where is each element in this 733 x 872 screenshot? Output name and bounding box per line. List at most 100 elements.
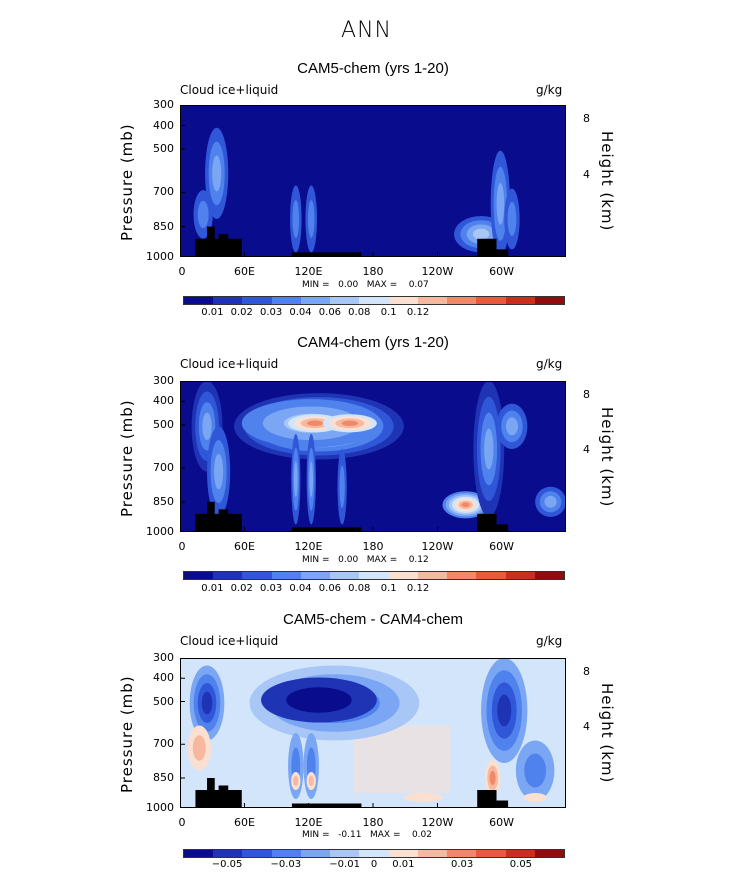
panel-1-field-plot: [180, 105, 566, 257]
panel-3-colorbar-swatch: [417, 850, 448, 857]
panel-1-colorbar-label: 0.02: [230, 307, 253, 318]
panel-3-ytick: 500: [153, 694, 174, 708]
panel-1-contour-2-1: [292, 200, 300, 238]
panel-2-colorbar-swatch: [300, 572, 331, 579]
panel-1-ylabel-right: Height (km): [598, 131, 616, 232]
panel-2-title: CAM4-chem (yrs 1-20): [297, 334, 449, 351]
panel-3-xtick: 180: [362, 816, 384, 829]
panel-2-ytick: 300: [153, 374, 174, 387]
panel-2-colorbar-swatch: [505, 572, 535, 579]
panel-3-colorbar-label: 0.01: [392, 859, 415, 870]
panel-2-field-plot: [180, 381, 566, 532]
panel-3-colorbar-label: 0: [370, 859, 378, 870]
panel-1-colorbar-swatch: [300, 297, 331, 304]
panel-2-colorbar-label: 0.02: [230, 583, 253, 594]
panel-3-xtick: 0: [178, 816, 186, 829]
panel-3-ytick: 300: [153, 651, 174, 664]
panel-1-colorbar-label: 0.1: [380, 307, 397, 318]
panel-2-colorbar-swatch: [447, 572, 477, 579]
panel-3-contour-2-3: [201, 691, 213, 715]
panel-3-colorbar-swatch: [330, 850, 360, 857]
panel-1-colorbar-label: 0.03: [260, 307, 283, 318]
panel-3-contour-4-1: [524, 753, 547, 788]
panel-2-ytick: 850: [153, 494, 174, 508]
panel-1-ytick: 1000: [146, 250, 174, 263]
panel-2-colorbar-label: 0.06: [318, 583, 342, 594]
panel-2-xtick: 0: [178, 540, 186, 553]
panel-3-terrain-4: [477, 790, 497, 808]
panel-1-terrain-5: [492, 249, 509, 257]
panel-3-contour-1-1: [286, 687, 352, 713]
panel-2-contour-9-2: [544, 495, 557, 508]
panel-3-colorbar-swatch: [447, 850, 477, 857]
panel-2-colorbar-label: 0.01: [201, 583, 224, 594]
panel-2-ytick: 1000: [146, 525, 174, 538]
panel-2-contour-7-3: [484, 428, 494, 470]
panel-2-ylabel-right: Height (km): [598, 406, 616, 507]
panel-1-colorbar-swatch: [184, 297, 214, 304]
panel-1-colorbar-swatch: [417, 297, 448, 304]
panel-2-ytick-right: 8: [583, 387, 590, 401]
panel-1-contour-5-2: [496, 182, 505, 225]
panel-2-terrain-5: [492, 524, 509, 532]
panel-1-xtick: 120W: [421, 265, 454, 278]
panel-2-colorbar-swatch: [476, 572, 506, 579]
panel-2-terrain-3: [291, 527, 362, 532]
panel-2-colorbar-swatch: [213, 572, 243, 579]
panel-1-colorbar-swatch: [359, 297, 389, 304]
panel-3-ylabel-right: Height (km): [598, 683, 616, 784]
panel-2-terrain-2: [218, 509, 229, 532]
panel-1-title: CAM5-chem (yrs 1-20): [297, 60, 449, 77]
panel-3-ytick-right: 8: [583, 664, 590, 678]
panel-2-contour-11-2: [309, 461, 314, 497]
panel-2-colorbar-swatch: [184, 572, 214, 579]
panel-1-xtick: 0: [178, 265, 186, 278]
panel-3-colorbar-swatch: [534, 850, 565, 857]
panel-1-colorbar: [183, 296, 565, 305]
panel-3-contour-11-0: [403, 793, 443, 802]
panel-1-xtick: 180: [362, 265, 384, 278]
panel-1-contour-4-3: [472, 228, 490, 240]
panel-1-units: g/kg: [536, 83, 563, 97]
panel-3-colorbar-label: −0.01: [329, 859, 360, 870]
panel-3-colorbar-swatch: [388, 850, 418, 857]
panel-3-ytick: 850: [153, 771, 174, 784]
panel-1-xtick: 60W: [489, 265, 514, 278]
panel-1-terrain-4: [477, 238, 497, 257]
panel-1-ytick: 850: [153, 219, 174, 233]
panel-2-colorbar-label: 0.08: [348, 583, 371, 594]
panel-1-ytick: 400: [153, 118, 174, 132]
panel-2-ytick-right: 4: [583, 443, 590, 457]
panel-1-xtick: 120E: [294, 265, 323, 278]
panel-3-contour-7-1: [192, 735, 206, 761]
panel-2-contour-4-3: [202, 412, 212, 440]
panel-2-ytick: 700: [153, 460, 174, 474]
panel-1-minmax: MIN = 0.00 MAX = 0.07: [302, 280, 429, 290]
panel-3-colorbar-label: 0.05: [509, 859, 533, 870]
panel-2-colorbar-swatch: [417, 572, 448, 579]
panel-3-terrain-5: [492, 800, 509, 808]
panel-3-units: g/kg: [536, 634, 563, 648]
panel-2-colorbar-label: 0.03: [260, 583, 283, 594]
panel-2-colorbar-swatch: [388, 572, 418, 579]
panel-2-contour-12-1: [339, 465, 345, 509]
panel-1-terrain-1: [207, 226, 215, 257]
panel-2-colorbar-label: 0.12: [406, 583, 430, 594]
panel-1-contour-3-1: [307, 200, 315, 238]
panel-2-colorbar-label: 0.1: [380, 583, 397, 594]
panel-1-colorbar-label: 0.12: [406, 307, 430, 318]
panel-1-contour-0-1: [197, 200, 209, 229]
panel-3-xtick: 120W: [421, 816, 454, 829]
panel-1-terrain-2: [218, 234, 229, 257]
panel-3-colorbar-swatch: [242, 850, 272, 857]
panel-2-contour-5-2: [214, 453, 224, 490]
panel-3-minmax: MIN = -0.11 MAX = 0.02: [302, 830, 432, 840]
panel-2-contour-2-3: [306, 420, 324, 427]
panel-1-colorbar-swatch: [476, 297, 506, 304]
panel-2-xtick: 120E: [294, 540, 323, 553]
panel-1-ytick-right: 8: [583, 111, 590, 125]
panel-2-colorbar: [183, 571, 565, 580]
panel-1-colorbar-label: 0.01: [201, 307, 224, 318]
panel-3-colorbar-label: 0.03: [451, 859, 474, 870]
panel-3-ytick: 400: [153, 671, 174, 685]
